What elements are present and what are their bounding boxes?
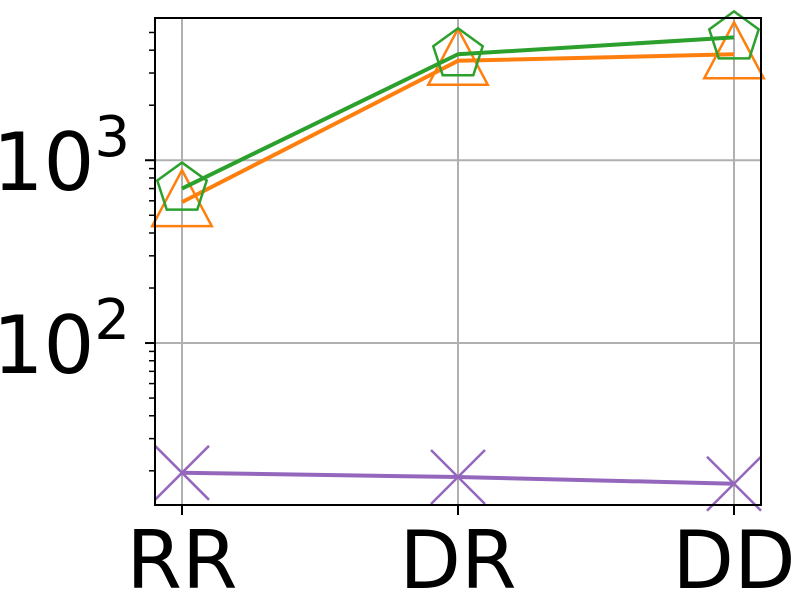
data-point-pentagon [431,26,485,77]
axis-ticks [145,159,735,515]
grid-lines [155,18,761,505]
data-point-triangle [702,19,766,80]
series-line [181,52,735,204]
data-point-triangle [426,26,490,87]
series-triangle [150,19,766,228]
data-point-x [154,444,210,501]
data-point-pentagon [707,9,761,60]
series-x [154,444,762,512]
data-point-x [706,455,762,512]
x-tick-labels: RR DR DD [126,514,793,595]
y-tick-label: 102 [0,288,130,392]
series-line [181,35,735,191]
data-point-triangle [150,167,214,228]
x-tick-label: RR [126,514,237,595]
y-tick-labels: 102 103 [0,105,130,392]
x-tick-label: DR [399,514,516,595]
series-pentagon [155,9,761,211]
data-point-x [430,449,486,505]
data-point-pentagon [155,161,209,211]
x-tick-label: DD [672,514,793,595]
series-layer [150,9,766,512]
y-tick-label: 103 [0,105,130,209]
